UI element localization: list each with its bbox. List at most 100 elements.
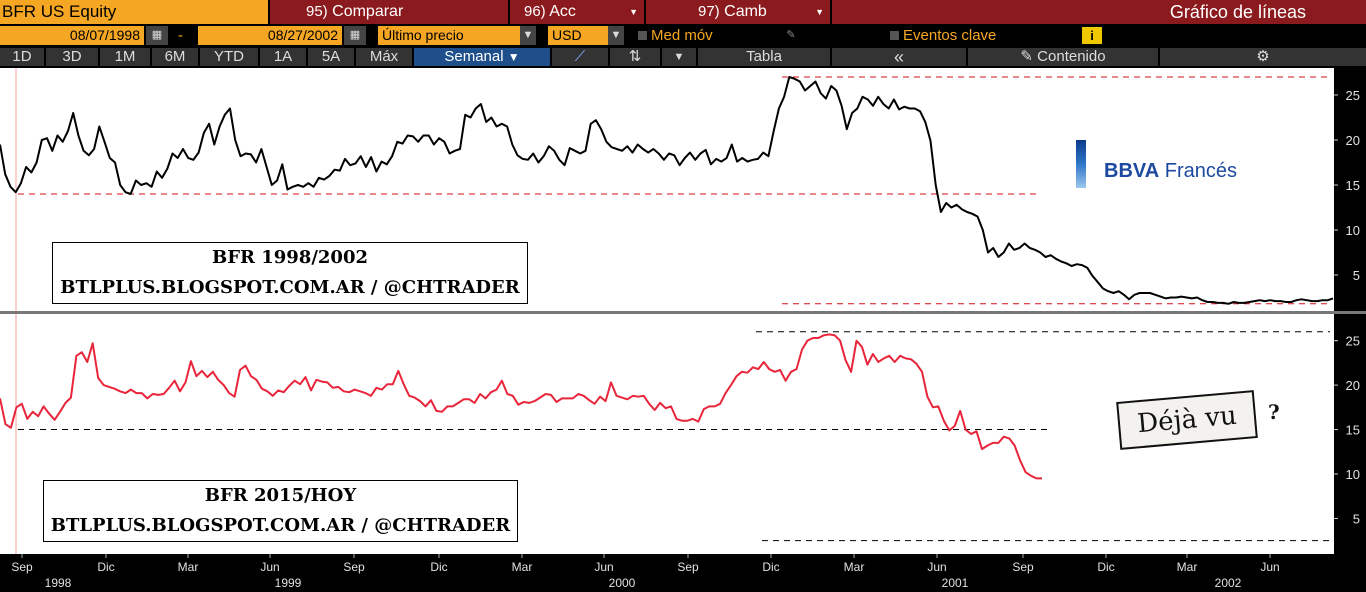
checkbox-icon xyxy=(638,31,647,40)
chevron-down-icon: ▼ xyxy=(629,7,638,17)
key-events-label: Eventos clave xyxy=(903,27,997,44)
moving-average-label: Med móv xyxy=(651,27,713,44)
dejavu-stamp: Déjà vu ? xyxy=(1104,384,1280,474)
equity-label: Acc xyxy=(549,3,576,20)
x-year-label: 1998 xyxy=(45,576,72,590)
top-chart-subtitle: BTLPLUS.BLOGSPOT.COM.AR / @CHTRADER xyxy=(60,277,520,298)
bottom-chart-title: BFR 2015/HOY xyxy=(204,485,357,506)
end-date-input[interactable]: 08/27/2002 xyxy=(198,26,342,45)
weekly-frequency-select[interactable]: Semanal ▼ xyxy=(414,48,550,66)
y-tick-label: 10 xyxy=(1346,467,1360,482)
gear-icon[interactable]: ⚙ xyxy=(1160,48,1366,66)
x-tick-label: Sep xyxy=(677,560,699,574)
calendar-icon[interactable]: ▦ xyxy=(146,26,168,45)
x-tick-label: Jun xyxy=(594,560,613,574)
line-chart-icon[interactable]: ⟋ xyxy=(552,48,608,66)
y-tick-label: 20 xyxy=(1346,133,1360,148)
x-tick-label: Dic xyxy=(762,560,779,574)
x-tick-label: Dic xyxy=(97,560,114,574)
top-chart-label: BFR 1998/2002 BTLPLUS.BLOGSPOT.COM.AR / … xyxy=(52,242,528,304)
x-tick-label: Sep xyxy=(343,560,365,574)
x-tick-label: Mar xyxy=(1177,560,1198,574)
x-year-label: 2000 xyxy=(609,576,636,590)
pencil-icon[interactable]: ✎ xyxy=(778,26,804,45)
x-tick-label: Mar xyxy=(512,560,533,574)
period-button[interactable]: YTD xyxy=(200,48,258,66)
y-tick-label: 5 xyxy=(1353,268,1360,283)
x-tick-label: Mar xyxy=(178,560,199,574)
chevron-down-icon[interactable]: ▼ xyxy=(520,26,536,45)
y-tick-label: 25 xyxy=(1346,334,1360,349)
chevron-down-icon: ▼ xyxy=(507,50,520,64)
change-number: 97) xyxy=(698,3,720,20)
dejavu-question: ? xyxy=(1268,400,1280,424)
x-tick-label: Sep xyxy=(11,560,33,574)
top-chart-title: BFR 1998/2002 xyxy=(212,247,368,268)
chevron-down-icon: ▼ xyxy=(815,7,824,17)
panel-separator xyxy=(0,311,1366,314)
y-tick-label: 10 xyxy=(1346,223,1360,238)
ticker-field[interactable]: BFR US Equity xyxy=(0,0,268,24)
calendar-icon[interactable]: ▦ xyxy=(344,26,366,45)
x-axis-background xyxy=(0,554,1366,592)
period-button[interactable]: 1M xyxy=(100,48,150,66)
content-label: Contenido xyxy=(1037,48,1106,65)
checkbox-icon xyxy=(890,31,899,40)
period-button[interactable]: 6M xyxy=(152,48,198,66)
x-year-label: 2001 xyxy=(942,576,969,590)
change-menu-button[interactable]: 97) Camb ▼ xyxy=(646,0,830,24)
start-date-input[interactable]: 08/07/1998 xyxy=(0,26,144,45)
series-line xyxy=(0,333,1042,480)
price-type-select[interactable]: Último precio xyxy=(378,26,520,45)
moving-average-toggle[interactable]: Med móv xyxy=(638,26,713,45)
content-button[interactable]: ✎ Contenido xyxy=(968,48,1158,66)
y-axis-background xyxy=(1334,68,1366,311)
period-button[interactable]: 5A xyxy=(308,48,354,66)
x-tick-label: Jun xyxy=(260,560,279,574)
y-axis-background xyxy=(1334,314,1366,554)
dejavu-text: Déjà vu xyxy=(1116,390,1258,450)
bottom-chart-subtitle: BTLPLUS.BLOGSPOT.COM.AR / @CHTRADER xyxy=(50,515,511,536)
controls-bar: 08/07/1998 ▦ - 08/27/2002 ▦ Último preci… xyxy=(0,24,1366,46)
x-tick-label: Dic xyxy=(430,560,447,574)
change-label: Camb xyxy=(724,3,767,20)
logo-text: BBVA Francés xyxy=(1104,160,1237,182)
y-tick-label: 25 xyxy=(1346,88,1360,103)
key-events-toggle[interactable]: Eventos clave xyxy=(890,26,996,45)
equity-menu-button[interactable]: 96) Acc ▼ xyxy=(510,0,644,24)
period-button[interactable]: Máx xyxy=(356,48,412,66)
period-button[interactable]: 3D xyxy=(46,48,98,66)
x-tick-label: Mar xyxy=(844,560,865,574)
title-bar: BFR US Equity 95) Comparar 96) Acc ▼ 97)… xyxy=(0,0,1366,24)
compare-label: Comparar xyxy=(332,3,404,20)
x-tick-label: Sep xyxy=(1012,560,1034,574)
currency-select[interactable]: USD xyxy=(548,26,608,45)
bars-icon[interactable]: ⇅ xyxy=(610,48,660,66)
x-axis: Sep Dic Mar Jun Sep Dic Mar Jun Sep Dic Mar Jun Sep D… xyxy=(0,554,1366,592)
info-icon[interactable]: i xyxy=(1082,27,1102,44)
y-tick-label: 5 xyxy=(1353,511,1360,526)
collapse-button[interactable]: « xyxy=(832,48,966,66)
x-year-label: 2002 xyxy=(1215,576,1242,590)
period-button[interactable]: 1A xyxy=(260,48,306,66)
y-tick-label: 15 xyxy=(1346,178,1360,193)
y-tick-label: 20 xyxy=(1346,378,1360,393)
chevron-down-icon[interactable]: ▼ xyxy=(608,26,624,45)
period-bar: 1D 3D 1M 6M YTD 1A 5A Máx Semanal ▼ ⟋ ⇅ … xyxy=(0,46,1366,68)
bbva-logo: BBVA Francés xyxy=(1076,140,1286,190)
equity-number: 96) xyxy=(524,3,546,20)
chevron-down-icon[interactable]: ▼ xyxy=(662,48,696,66)
compare-menu-button[interactable]: 95) Comparar xyxy=(270,0,508,24)
table-button[interactable]: Tabla xyxy=(698,48,830,66)
series-line xyxy=(0,76,1334,305)
chart-type-title: Gráfico de líneas xyxy=(832,0,1366,24)
pencil-icon: ✎ xyxy=(1020,48,1038,65)
x-tick-label: Jun xyxy=(927,560,946,574)
logo-mark xyxy=(1076,140,1086,188)
x-tick-label: Dic xyxy=(1097,560,1114,574)
period-button[interactable]: 1D xyxy=(0,48,44,66)
y-tick-label: 15 xyxy=(1346,423,1360,438)
x-year-label: 1999 xyxy=(275,576,302,590)
x-tick-label: Jun xyxy=(1260,560,1279,574)
date-separator: - xyxy=(178,27,183,44)
